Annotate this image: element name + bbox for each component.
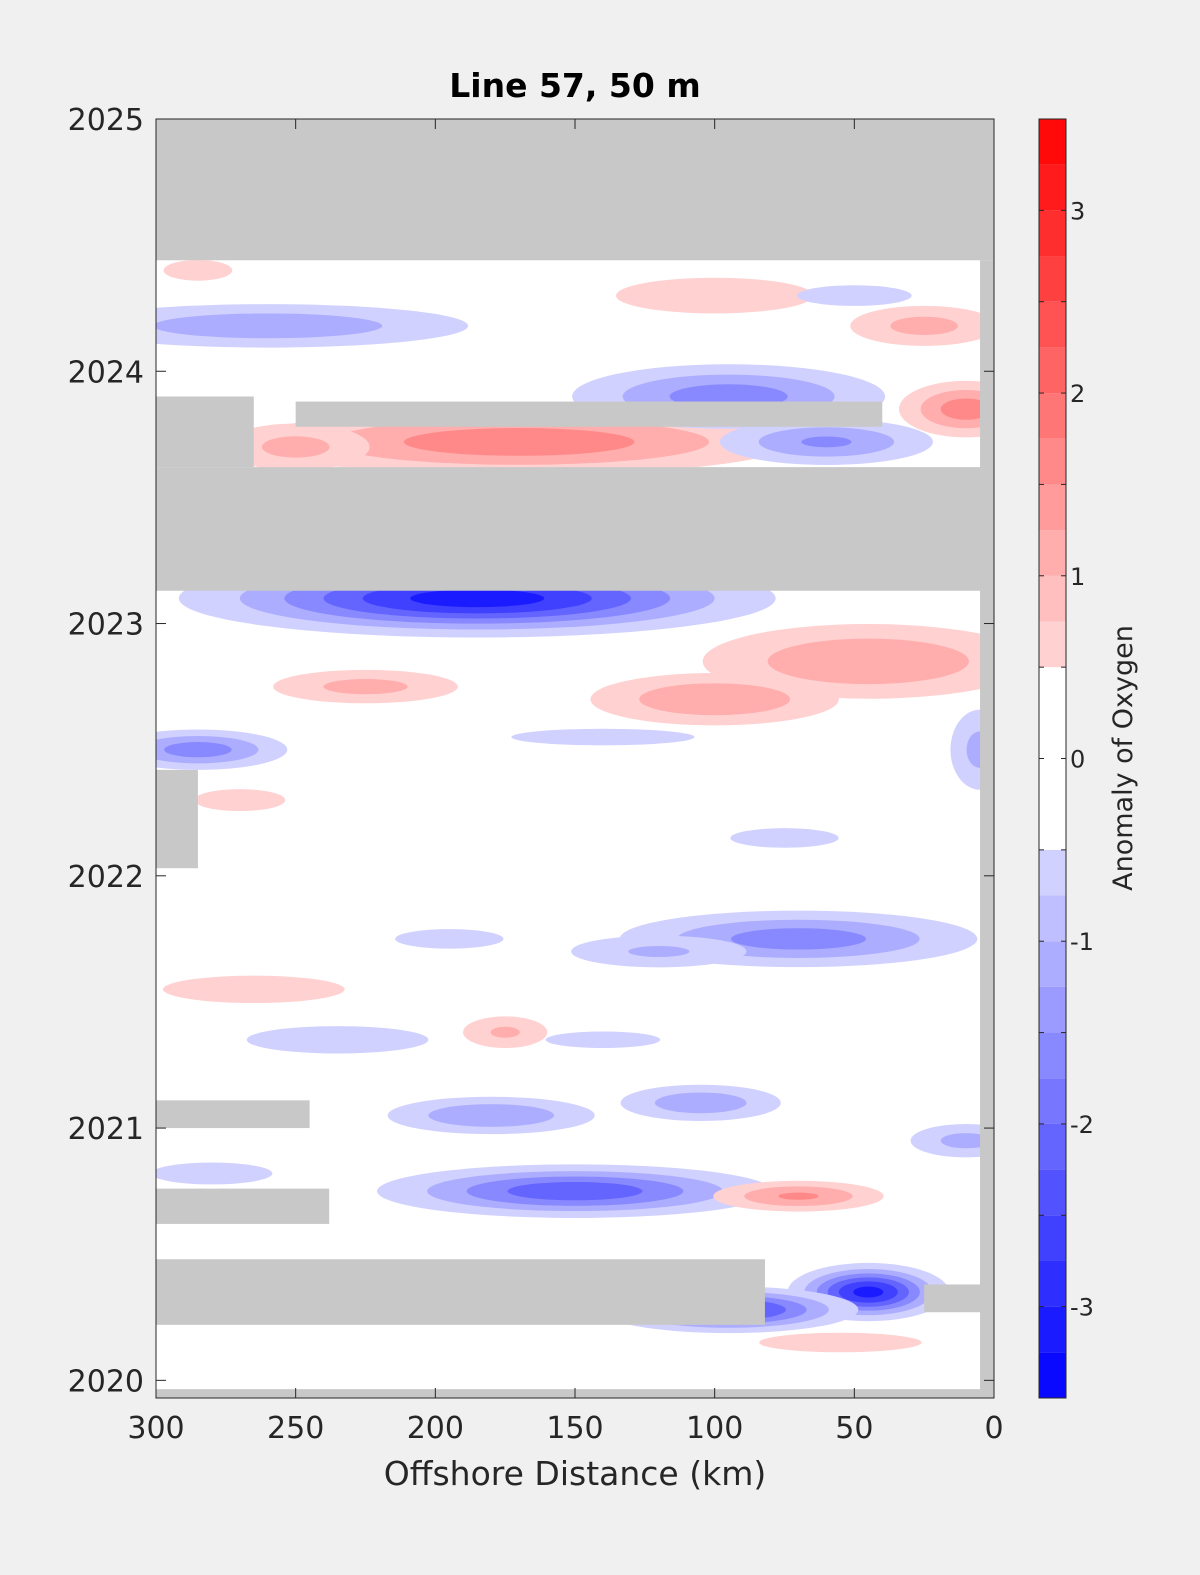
missing-data-regions xyxy=(156,119,994,1398)
anomaly-blob xyxy=(221,423,370,471)
anomaly-blob xyxy=(850,305,994,346)
anomaly-blob xyxy=(377,1164,773,1218)
colorbar-band xyxy=(1039,347,1066,394)
anomaly-blob xyxy=(162,975,345,1004)
colorbar-band xyxy=(1039,256,1066,302)
anomaly-blob xyxy=(615,277,814,314)
colorbar-label: Anomaly of Oxygen xyxy=(1108,625,1139,891)
colorbar-tick-label: -1 xyxy=(1070,928,1094,956)
colorbar-band xyxy=(1039,575,1066,622)
anomaly-blob xyxy=(463,1016,548,1049)
missing-region xyxy=(156,1100,310,1129)
x-tick-label: 200 xyxy=(407,1411,464,1446)
colorbar-tick-label: -3 xyxy=(1070,1294,1094,1322)
anomaly-blob xyxy=(395,929,504,949)
x-tick-label: 250 xyxy=(267,1411,324,1446)
y-tick-label: 2023 xyxy=(68,608,144,643)
anomaly-blob xyxy=(797,285,912,306)
colorbar-band xyxy=(1039,1078,1066,1124)
anomaly-blob xyxy=(590,673,839,726)
chart-title: Line 57, 50 m xyxy=(449,66,700,105)
colorbar-tick-label: -2 xyxy=(1070,1111,1094,1139)
colorbar-bands xyxy=(1039,119,1066,1398)
anomaly-blob xyxy=(571,935,747,968)
anomaly-blob xyxy=(730,828,839,848)
colorbar-band xyxy=(1039,849,1066,896)
colorbar-band xyxy=(1039,804,1066,850)
anomaly-blob xyxy=(620,1084,781,1121)
plot-area: 300 250 200 150 100 50 0 202020212022202320242… xyxy=(68,103,1004,1446)
anomaly-blob xyxy=(246,1026,429,1054)
y-tick-label: 2020 xyxy=(68,1364,144,1399)
missing-region xyxy=(156,119,994,261)
missing-region xyxy=(156,396,254,468)
colorbar-band xyxy=(1039,119,1066,165)
colorbar-band xyxy=(1039,621,1066,668)
anomaly-blob xyxy=(713,1180,884,1212)
anomaly-blob xyxy=(156,729,288,770)
x-tick-label: 300 xyxy=(127,1411,184,1446)
anomaly-blob xyxy=(545,1031,661,1049)
missing-region xyxy=(156,1188,330,1224)
colorbar-band xyxy=(1039,484,1066,531)
anomaly-blob xyxy=(899,380,994,438)
colorbar-band xyxy=(1039,301,1066,348)
colorbar-band xyxy=(1039,1306,1066,1353)
colorbar-band xyxy=(1039,712,1066,759)
missing-region xyxy=(980,260,994,1398)
anomaly-blob xyxy=(719,418,933,465)
colorbar-band xyxy=(1039,941,1066,987)
anomaly-blob xyxy=(759,1332,922,1353)
colorbar-tick-label: 2 xyxy=(1070,380,1085,408)
colorbar: -3 -2 -1 0 1 2 3 Anomaly of Oxygen xyxy=(1038,118,1139,1399)
missing-region xyxy=(295,401,883,427)
x-axis: 300 250 200 150 100 50 0 xyxy=(127,119,1004,1446)
colorbar-band xyxy=(1039,164,1066,211)
colorbar-band xyxy=(1039,530,1066,576)
colorbar-band xyxy=(1039,210,1066,257)
y-axis: 2020 2021 2022 2023 2024 2025 xyxy=(68,103,994,1399)
x-tick-label: 0 xyxy=(984,1411,1003,1446)
colorbar-band xyxy=(1039,1352,1066,1398)
anomaly-blob xyxy=(163,260,233,281)
colorbar-tick-label: 0 xyxy=(1070,746,1085,774)
colorbar-band xyxy=(1039,1032,1066,1079)
colorbar-band xyxy=(1039,1215,1066,1261)
colorbar-band xyxy=(1039,986,1066,1033)
y-tick-label: 2022 xyxy=(68,860,144,895)
colorbar-ticks: -3 -2 -1 0 1 2 3 xyxy=(1039,118,1094,1399)
colorbar-band xyxy=(1039,393,1066,439)
anomaly-blob xyxy=(156,1162,273,1185)
anomaly-blob xyxy=(910,1124,994,1158)
anomaly-blob xyxy=(273,669,458,704)
colorbar-band xyxy=(1039,895,1066,942)
x-axis-label: Offshore Distance (km) xyxy=(384,1454,766,1493)
colorbar-tick-label: 1 xyxy=(1070,563,1085,591)
y-tick-label: 2025 xyxy=(68,103,144,138)
anomaly-blob xyxy=(156,304,469,348)
colorbar-tick-label: 3 xyxy=(1070,197,1085,225)
colorbar-band xyxy=(1039,1123,1066,1170)
colorbar-band xyxy=(1039,758,1066,805)
x-tick-label: 100 xyxy=(686,1411,743,1446)
x-tick-label: 150 xyxy=(546,1411,603,1446)
missing-region xyxy=(156,1259,765,1325)
x-tick-label: 50 xyxy=(835,1411,873,1446)
anomaly-blob xyxy=(511,728,695,746)
y-tick-label: 2024 xyxy=(68,355,144,390)
colorbar-band xyxy=(1039,438,1066,485)
colorbar-band xyxy=(1039,1260,1066,1307)
missing-region xyxy=(156,467,994,591)
colorbar-band xyxy=(1039,1169,1066,1216)
anomaly-blob xyxy=(387,1096,595,1135)
y-tick-label: 2021 xyxy=(68,1112,144,1147)
anomaly-blob xyxy=(194,789,286,812)
missing-region xyxy=(156,769,198,869)
colorbar-band xyxy=(1039,667,1066,713)
